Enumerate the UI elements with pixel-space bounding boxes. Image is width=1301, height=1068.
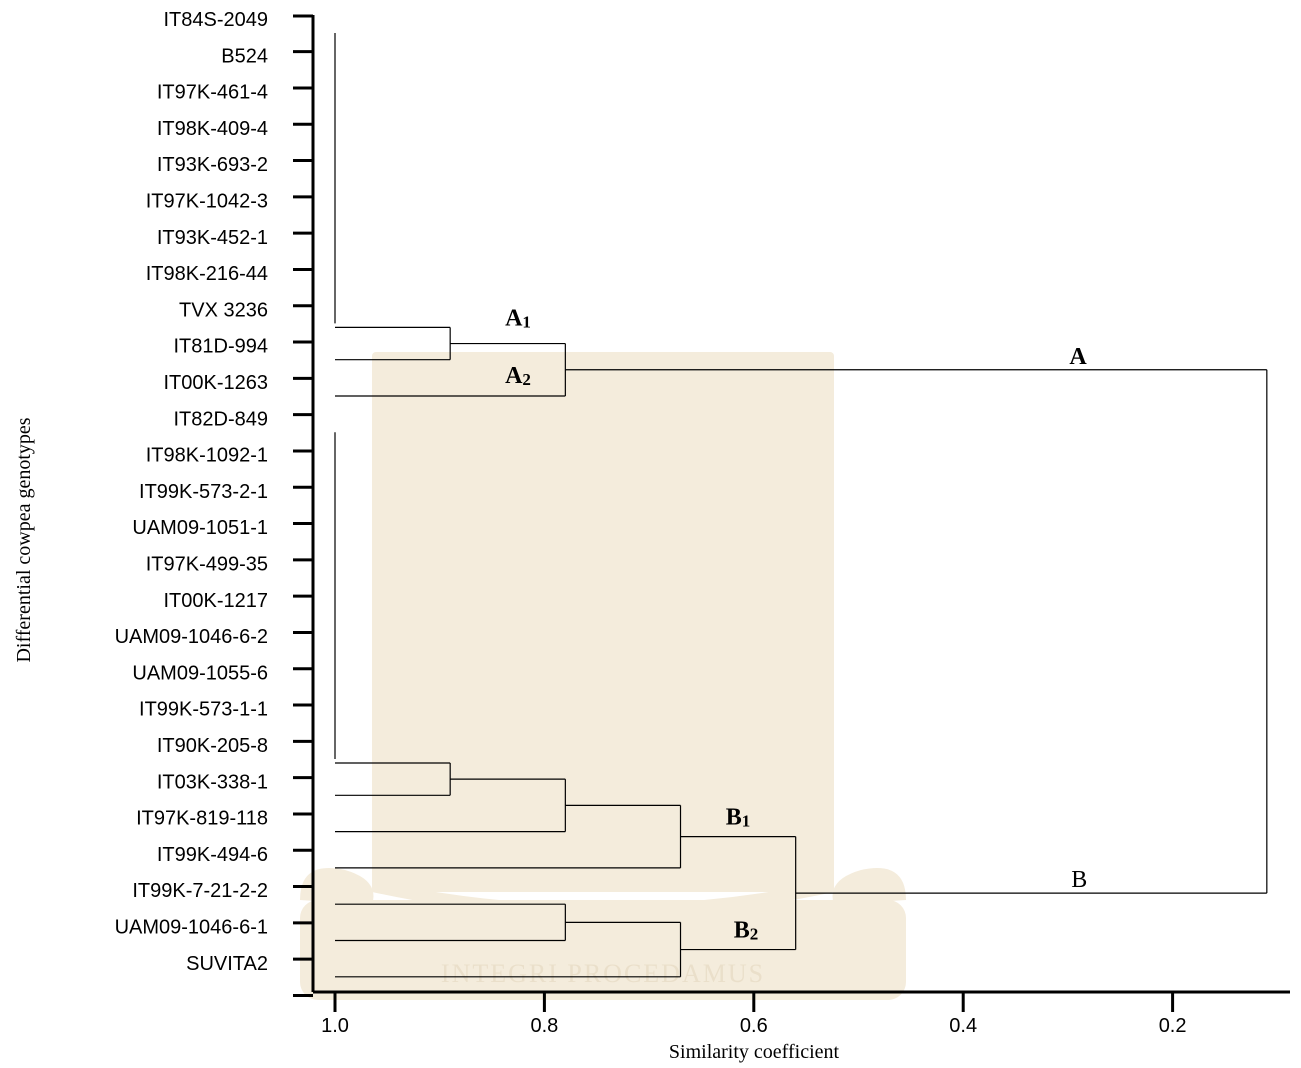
leaf-label: IT99K-494-6 bbox=[157, 844, 268, 866]
leaf-label: IT00K-1217 bbox=[163, 590, 268, 612]
cluster-label: A bbox=[1069, 344, 1087, 370]
leaf-label: IT00K-1263 bbox=[163, 372, 268, 394]
x-tick-label: 1.0 bbox=[321, 1015, 349, 1037]
watermark-motto: INTEGRI PROCEDAMUS bbox=[441, 959, 765, 988]
watermark-crest: INTEGRI PROCEDAMUS bbox=[300, 352, 906, 1000]
cluster-label: B2 bbox=[734, 918, 759, 944]
y-ticks bbox=[293, 14, 313, 997]
leaf-label: UAM09-1046-6-1 bbox=[115, 917, 268, 939]
leaf-label: IT97K-1042-3 bbox=[146, 191, 268, 213]
axes bbox=[311, 15, 1290, 994]
leaf-label: IT98K-409-4 bbox=[157, 118, 268, 140]
cluster-label: A2 bbox=[505, 363, 531, 389]
leaf-label: UAM09-1046-6-2 bbox=[115, 626, 268, 648]
leaf-label: UAM09-1051-1 bbox=[132, 517, 268, 539]
leaf-label: IT93K-693-2 bbox=[157, 154, 268, 176]
leaf-label: IT99K-573-1-1 bbox=[139, 699, 268, 721]
leaf-label: IT90K-205-8 bbox=[157, 735, 268, 757]
leaf-label: TVX 3236 bbox=[179, 299, 268, 321]
leaf-label: IT99K-573-2-1 bbox=[139, 481, 268, 503]
cluster-label: B bbox=[1071, 867, 1087, 893]
leaf-label: IT97K-461-4 bbox=[157, 82, 268, 104]
cluster-label: B1 bbox=[726, 805, 751, 831]
leaf-label: IT98K-1092-1 bbox=[146, 445, 268, 467]
x-tick-label: 0.6 bbox=[740, 1015, 768, 1037]
dendrogram-branches bbox=[334, 33, 1268, 978]
leaf-label: IT84S-2049 bbox=[163, 9, 268, 31]
leaf-label: IT99K-7-21-2-2 bbox=[132, 880, 268, 902]
leaf-label: SUVITA2 bbox=[186, 953, 268, 975]
leaf-label: IT98K-216-44 bbox=[146, 263, 268, 285]
x-tick-label: 0.8 bbox=[530, 1015, 558, 1037]
x-tick-label: 0.4 bbox=[949, 1015, 977, 1037]
x-tick-label: 0.2 bbox=[1159, 1015, 1187, 1037]
x-ticks: 1.0 0.8 0.6 0.4 0.2 bbox=[321, 992, 1187, 1037]
cluster-labels: A1 A2 A B1 B2 B bbox=[505, 306, 1087, 944]
leaf-label: IT81D-994 bbox=[174, 336, 269, 358]
leaf-label: IT03K-338-1 bbox=[157, 771, 268, 793]
leaf-label: UAM09-1055-6 bbox=[132, 662, 268, 684]
leaf-label: IT82D-849 bbox=[174, 408, 269, 430]
leaf-label: IT97K-499-35 bbox=[146, 554, 268, 576]
leaf-label: IT93K-452-1 bbox=[157, 227, 268, 249]
y-axis-title: Differential cowpea genotypes bbox=[13, 417, 35, 662]
leaf-label: IT97K-819-118 bbox=[136, 808, 268, 830]
x-axis-title: Similarity coefficient bbox=[669, 1041, 840, 1063]
cluster-label: A1 bbox=[505, 306, 531, 332]
leaf-label: B524 bbox=[221, 45, 268, 67]
leaf-labels: IT84S-2049 B524 IT97K-461-4 IT98K-409-4 IT93… bbox=[115, 9, 268, 975]
